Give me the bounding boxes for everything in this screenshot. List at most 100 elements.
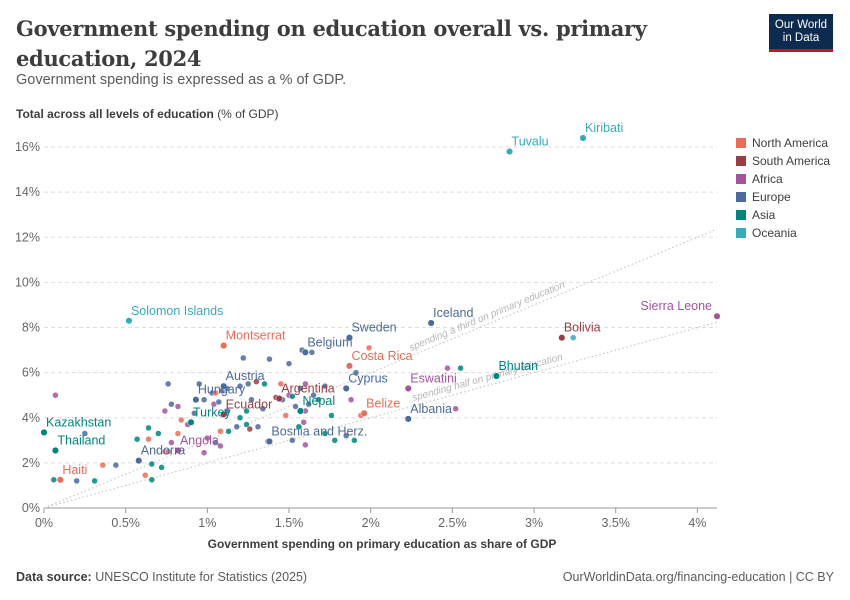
legend-swatch: [736, 156, 746, 166]
data-point: [112, 461, 120, 469]
data-point-labeled: [342, 384, 350, 392]
footer-url[interactable]: OurWorldinData.org/financing-education |…: [562, 570, 834, 584]
data-point: [243, 421, 250, 428]
data-point: [244, 380, 252, 388]
data-point: [342, 432, 350, 440]
point-label: Andorra: [141, 444, 186, 458]
grid-lines: [44, 146, 717, 509]
owid-logo[interactable]: Our World in Data: [769, 14, 833, 52]
point-label: Montserrat: [226, 329, 286, 343]
data-point: [289, 393, 296, 400]
data-point: [236, 414, 244, 422]
data-point: [259, 405, 267, 412]
data-point: [158, 464, 165, 471]
data-point: [233, 423, 241, 431]
data-point: [148, 460, 156, 468]
legend-item[interactable]: South America: [736, 152, 830, 170]
legend-item[interactable]: Asia: [736, 206, 830, 224]
data-point: [452, 405, 459, 412]
point-label: Hungary: [198, 383, 246, 397]
data-point-labeled: [174, 446, 182, 455]
legend-swatch: [736, 210, 746, 220]
data-point: [200, 449, 208, 456]
data-point: [148, 476, 156, 484]
data-point-labeled: [345, 334, 354, 342]
data-point: [161, 407, 169, 415]
data-point: [266, 355, 273, 363]
scatter-chart: spending a third on primary educationspe…: [15, 121, 721, 551]
data-point: [99, 461, 107, 469]
data-point: [200, 396, 208, 403]
legend-item[interactable]: Oceania: [736, 224, 830, 242]
data-point-labeled: [220, 342, 228, 350]
data-point-labeled: [56, 476, 64, 484]
legend-item[interactable]: North America: [736, 134, 830, 152]
y-tick-label: 14%: [15, 185, 40, 199]
legend-label: Europe: [752, 190, 791, 204]
data-point-labeled: [51, 446, 59, 455]
data-point: [174, 430, 182, 437]
data-point: [168, 400, 175, 408]
point-label: Iceland: [433, 306, 473, 320]
source-text[interactable]: UNESCO Institute for Statistics (2025): [95, 570, 308, 584]
data-point: [321, 430, 329, 437]
point-label: Tuvalu: [512, 135, 549, 149]
point-label: Austria: [226, 369, 265, 383]
data-point: [444, 364, 451, 372]
source-label: Data source:: [16, 570, 92, 584]
data-point: [305, 400, 312, 408]
legend-swatch: [736, 138, 746, 148]
y-axis-title-main: Total across all levels of education: [16, 107, 214, 121]
legend-item[interactable]: Europe: [736, 188, 830, 206]
data-point: [302, 380, 309, 388]
data-point-labeled: [404, 415, 412, 423]
data-point: [191, 410, 198, 417]
logo-line-2: in Data: [782, 32, 820, 44]
chart-title: Government spending on education overall…: [16, 16, 647, 71]
point-label: Sweden: [351, 321, 396, 335]
data-point: [292, 403, 299, 410]
data-point-labeled: [427, 319, 435, 327]
x-tick-label: 0%: [35, 516, 53, 530]
data-point: [81, 430, 89, 437]
chart-subtitle: Government spending is expressed as a % …: [16, 72, 347, 88]
legend-item[interactable]: Africa: [736, 170, 830, 188]
data-point-labeled: [275, 395, 283, 403]
data-point: [277, 380, 285, 388]
legend-label: North America: [752, 136, 829, 150]
data-point: [297, 385, 304, 392]
data-point-labeled: [125, 317, 133, 325]
x-axis-title: Government spending on primary education…: [208, 537, 557, 551]
point-label: Eswatini: [410, 371, 457, 385]
data-point: [254, 423, 262, 431]
data-point: [240, 354, 247, 362]
data-point: [302, 441, 309, 449]
reference-line: [43, 228, 718, 509]
point-label: Cyprus: [348, 371, 388, 385]
point-label: Belgium: [307, 335, 352, 349]
y-tick-label: 6%: [22, 366, 40, 380]
x-tick-label: 1%: [198, 516, 216, 530]
legend-label: Oceania: [752, 226, 797, 240]
data-point: [212, 389, 219, 397]
data-point-labeled: [220, 382, 228, 390]
data-points: [40, 134, 721, 485]
point-label: Bosnia and Herz.: [271, 424, 367, 438]
data-point: [204, 434, 211, 442]
data-point-labeled: [301, 348, 309, 356]
data-point-labeled: [220, 410, 228, 418]
point-label: Angola: [180, 433, 219, 447]
y-tick-label: 2%: [22, 456, 40, 470]
data-point-labeled: [296, 407, 305, 415]
data-point: [295, 423, 303, 431]
x-axis-ticks: 0% 0.5% 1% 1.5% 2% 2.5% 3% 3.5% 4%: [35, 508, 706, 530]
x-tick-label: 3.5%: [601, 516, 630, 530]
x-tick-label: 2.5%: [438, 516, 467, 530]
data-point-labeled: [345, 362, 354, 370]
point-label: Bhutan: [498, 359, 538, 373]
data-point: [145, 435, 152, 443]
point-label: Thailand: [57, 433, 105, 447]
data-point: [285, 360, 293, 367]
data-point: [570, 334, 577, 341]
y-tick-label: 10%: [15, 275, 40, 289]
